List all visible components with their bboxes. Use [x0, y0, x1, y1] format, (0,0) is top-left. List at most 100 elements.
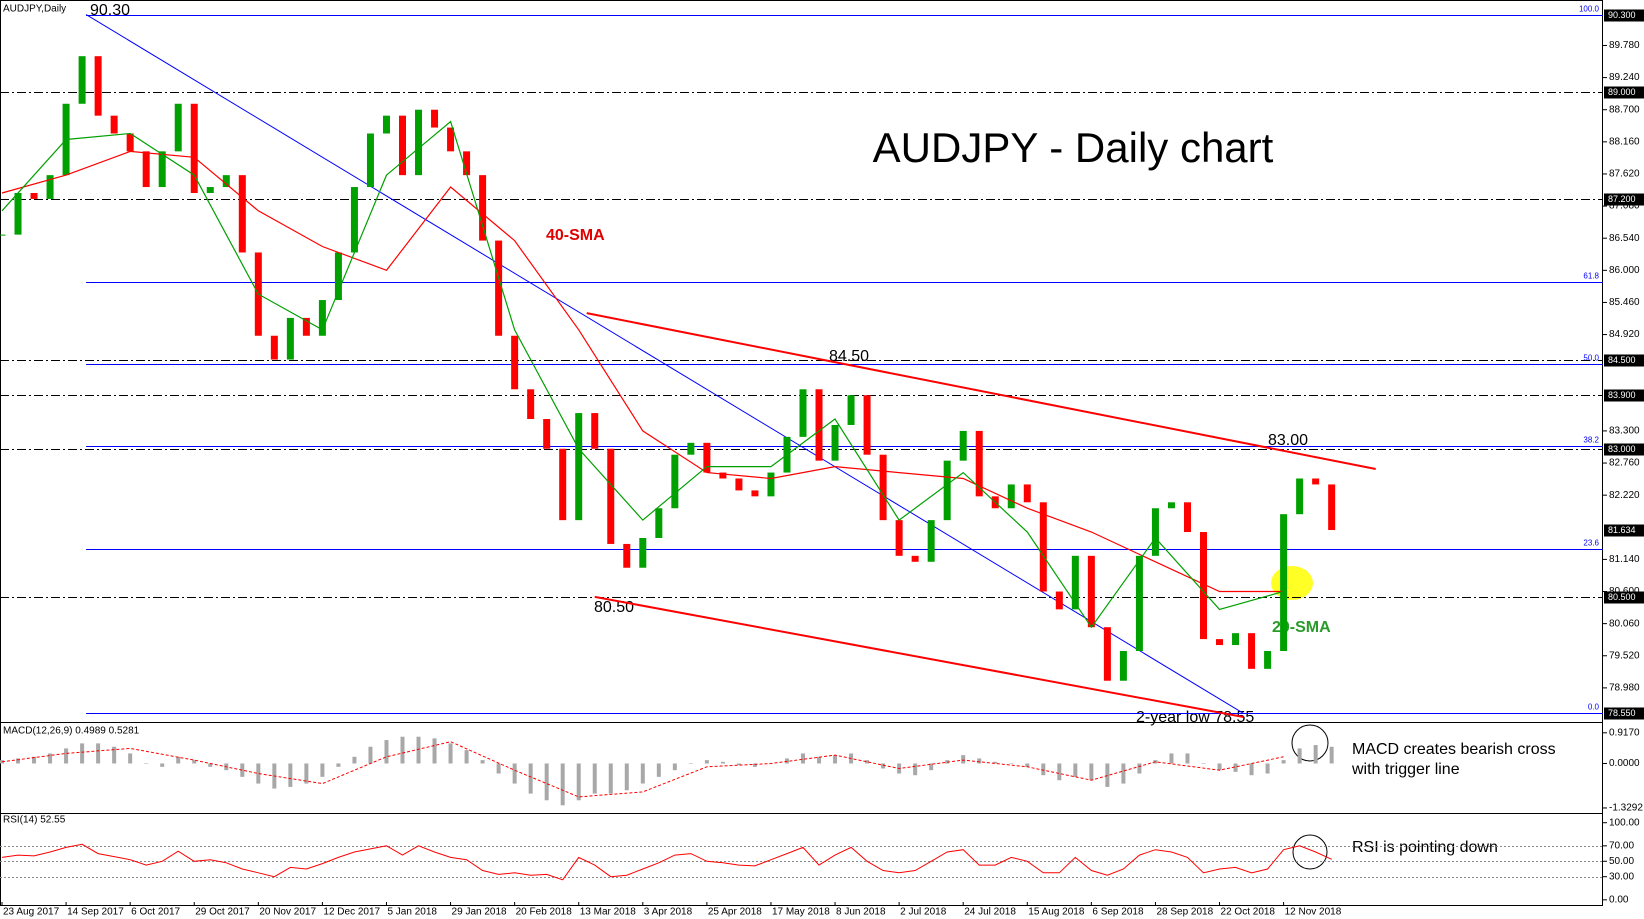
macd-bar	[176, 756, 181, 764]
trendline	[85, 14, 1244, 714]
y-tick-label: 50.00	[1609, 856, 1634, 867]
price-box	[1604, 9, 1644, 22]
macd-bar	[16, 758, 21, 764]
candle	[575, 413, 583, 521]
candle	[334, 252, 342, 301]
candle	[1039, 502, 1047, 592]
macd-bar	[160, 763, 165, 767]
annotation: 90.30	[90, 2, 130, 19]
candle	[911, 555, 919, 562]
macd-bar	[736, 763, 741, 766]
macd-bar	[1009, 763, 1014, 764]
candle	[559, 448, 567, 521]
candle	[110, 115, 118, 134]
annotation: 80.50	[594, 599, 634, 616]
candle	[238, 175, 246, 253]
candle	[174, 103, 182, 152]
candle	[447, 127, 455, 152]
y-tick-label: 83.300	[1609, 426, 1640, 437]
y-tick-label: 0.9170	[1609, 727, 1640, 738]
x-tick-label: 12 Dec 2017	[323, 907, 380, 918]
candle	[959, 430, 967, 461]
candle	[1183, 502, 1191, 533]
x-tick-label: 24 Jul 2018	[964, 907, 1016, 918]
candle	[431, 109, 439, 128]
candle	[703, 442, 711, 473]
macd-bar	[32, 756, 37, 764]
candle	[1055, 591, 1063, 610]
macd-bar	[672, 763, 677, 771]
fib-label: 100.0	[1579, 5, 1600, 14]
macd-bar	[480, 760, 485, 764]
y-tick-label: -1.3292	[1609, 803, 1643, 814]
candle	[415, 109, 423, 176]
highlight-circle	[1292, 834, 1328, 870]
macd-bar	[352, 756, 357, 764]
macd-bar	[1217, 763, 1222, 771]
price-box	[1604, 443, 1644, 456]
x-tick-label: 29 Oct 2017	[195, 907, 250, 918]
macd-bar	[592, 763, 597, 794]
y-tick-label: 78.980	[1609, 683, 1640, 694]
macd-bar	[544, 763, 549, 801]
x-tick-label: 22 Oct 2018	[1221, 907, 1276, 918]
x-tick-label: 2 Jul 2018	[900, 907, 947, 918]
x-tick-label: 12 Nov 2018	[1285, 907, 1342, 918]
macd-bar	[1281, 760, 1286, 764]
macd-bar	[240, 763, 245, 777]
macd-bar	[1297, 748, 1302, 764]
price-box-label: 83.900	[1608, 390, 1636, 400]
macd-bar	[112, 746, 117, 764]
candle	[1087, 555, 1095, 628]
candle	[655, 508, 663, 538]
candle	[863, 395, 871, 455]
note: with trigger line	[1351, 761, 1460, 778]
candle	[270, 335, 278, 360]
macd-bar	[256, 763, 261, 784]
candle	[1280, 514, 1288, 652]
candle	[222, 175, 230, 188]
candle	[607, 448, 615, 544]
macd-bar	[608, 763, 613, 794]
candle	[1312, 478, 1320, 485]
candle	[1119, 651, 1127, 681]
candle	[94, 56, 102, 116]
x-tick-label: 13 Mar 2018	[580, 907, 637, 918]
candle	[46, 175, 54, 199]
macd-bar	[128, 753, 133, 764]
fib-label: 38.2	[1583, 436, 1599, 445]
fib-label: 50.0	[1583, 354, 1599, 363]
x-tick-label: 6 Oct 2017	[131, 907, 180, 918]
candle	[767, 472, 775, 497]
x-tick-label: 15 Aug 2018	[1028, 907, 1085, 918]
macd-bar	[865, 760, 870, 764]
y-tick-label: 82.220	[1609, 490, 1640, 501]
candle	[639, 537, 647, 568]
y-tick-label: 86.540	[1609, 233, 1640, 244]
y-tick-label: 100.00	[1609, 817, 1640, 828]
candle	[78, 56, 86, 104]
candle	[318, 300, 326, 336]
macd-bar	[336, 763, 341, 767]
candle	[158, 151, 166, 188]
trendline	[594, 595, 1244, 719]
price-box	[1604, 354, 1644, 367]
macd-bar	[1089, 763, 1094, 781]
price-box-label: 84.500	[1608, 355, 1636, 365]
chart-title: AUDJPY - Daily chart	[873, 124, 1274, 171]
candle	[399, 115, 406, 176]
macd-bar	[80, 743, 85, 764]
candle	[495, 240, 503, 336]
candle	[14, 192, 22, 235]
macd-bar	[0, 760, 4, 764]
macd-label: MACD(12,26,9) 0.4989 0.5281	[3, 726, 140, 737]
macd-bar	[1057, 763, 1062, 781]
candle	[1007, 484, 1015, 509]
macd-bar	[1185, 753, 1190, 764]
y-tick-label: 70.00	[1609, 840, 1634, 851]
symbol-label: AUDJPY,Daily	[3, 4, 66, 15]
macd-bar	[1265, 763, 1270, 774]
macd-bar	[1329, 746, 1334, 764]
macd-bar	[913, 763, 918, 776]
